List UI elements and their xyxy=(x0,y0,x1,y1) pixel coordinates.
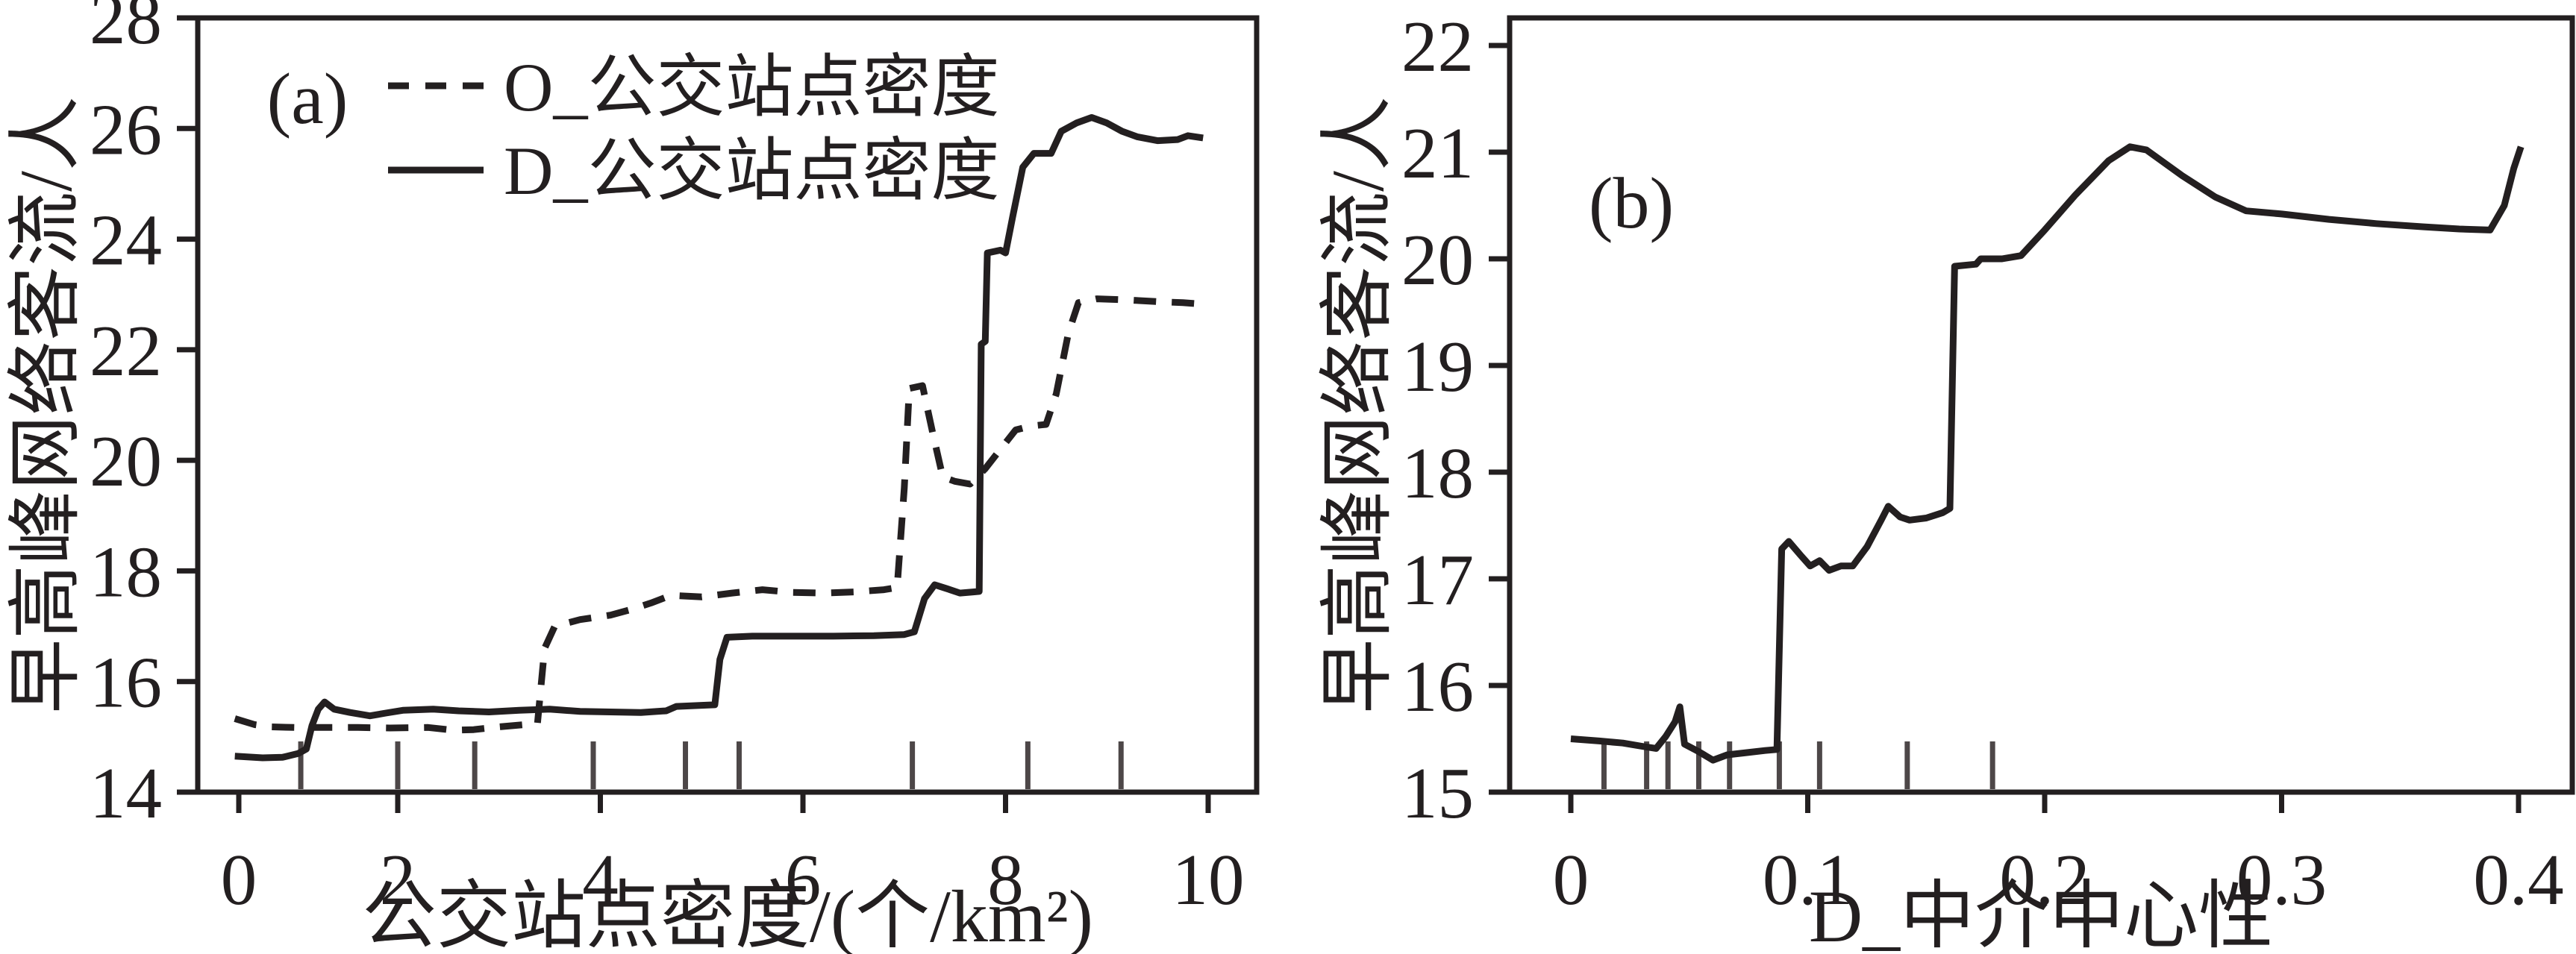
panel-b-x-axis-ticks: 0 0.1 0.2 0.3 0.4 xyxy=(1553,792,2564,920)
series-o-bus-stop-density-dashed-line xyxy=(234,295,1198,734)
legend-label-d-bus-stop-density: D_公交站点密度 xyxy=(504,133,999,209)
panel-a-frame xyxy=(195,15,1260,795)
panel-b-y-axis-ticks: 15 16 17 18 19 20 21 22 xyxy=(1401,7,1510,833)
y-tick-label: 20 xyxy=(1401,220,1474,300)
series-d-bus-stop-density-solid-line xyxy=(234,114,1204,762)
x-tick-label: 0 xyxy=(1553,840,1589,920)
y-tick-label: 14 xyxy=(90,753,162,833)
panel-b: 0 0.1 0.2 0.3 0.4 15 16 17 18 19 20 21 22 (b) D_中介中… xyxy=(1316,7,2575,954)
panel-a-legend: O_公交站点密度 D_公交站点密度 xyxy=(388,49,999,209)
y-tick-label: 24 xyxy=(90,201,162,280)
series-d-betweenness-centrality-solid-line xyxy=(1570,143,2525,764)
y-tick-label: 15 xyxy=(1401,753,1474,833)
panel-a-x-axis-ticks: 0 2 4 6 8 10 xyxy=(221,792,1245,920)
y-tick-label: 22 xyxy=(1401,7,1474,87)
x-tick-label: 0 xyxy=(221,840,257,920)
panel-b-y-axis-title: 早高峰网络客流/人 xyxy=(1316,96,1399,714)
x-tick-label: 0.1 xyxy=(1763,840,1853,920)
panel-a-rug-marks xyxy=(298,741,1124,789)
x-tick-label: 8 xyxy=(987,840,1024,920)
y-tick-label: 16 xyxy=(90,643,162,723)
panel-a-y-axis-title: 早高峰网络客流/人 xyxy=(4,96,87,714)
panel-a-x-axis-title: 公交站点密度/(个/km²) xyxy=(362,875,1093,954)
y-tick-label: 28 xyxy=(90,0,162,59)
y-tick-label: 17 xyxy=(1401,540,1474,620)
y-tick-label: 20 xyxy=(90,421,162,501)
y-tick-label: 18 xyxy=(90,532,162,612)
y-tick-label: 19 xyxy=(1401,327,1474,407)
x-tick-label: 2 xyxy=(380,840,416,920)
panel-b-frame xyxy=(1507,15,2575,795)
panel-a-y-axis-ticks: 14 16 18 20 22 24 26 28 xyxy=(90,0,198,833)
y-tick-label: 18 xyxy=(1401,433,1474,513)
y-tick-label: 16 xyxy=(1401,647,1474,727)
panel-b-letter: (b) xyxy=(1589,163,1674,244)
panel-b-x-axis-title: D_中介中心性 xyxy=(1809,875,2273,954)
panel-b-rug-marks xyxy=(1601,741,1995,789)
y-tick-label: 21 xyxy=(1401,113,1474,193)
x-tick-label: 6 xyxy=(785,840,822,920)
x-tick-label: 0.4 xyxy=(2473,840,2563,920)
x-tick-label: 0.2 xyxy=(1999,840,2089,920)
panel-a-letter: (a) xyxy=(267,59,348,139)
y-tick-label: 22 xyxy=(90,311,162,391)
legend-label-o-bus-stop-density: O_公交站点密度 xyxy=(504,49,999,125)
x-tick-label: 4 xyxy=(582,840,619,920)
x-tick-label: 0.3 xyxy=(2236,840,2327,920)
x-tick-label: 10 xyxy=(1172,840,1245,920)
y-tick-label: 26 xyxy=(90,90,162,169)
